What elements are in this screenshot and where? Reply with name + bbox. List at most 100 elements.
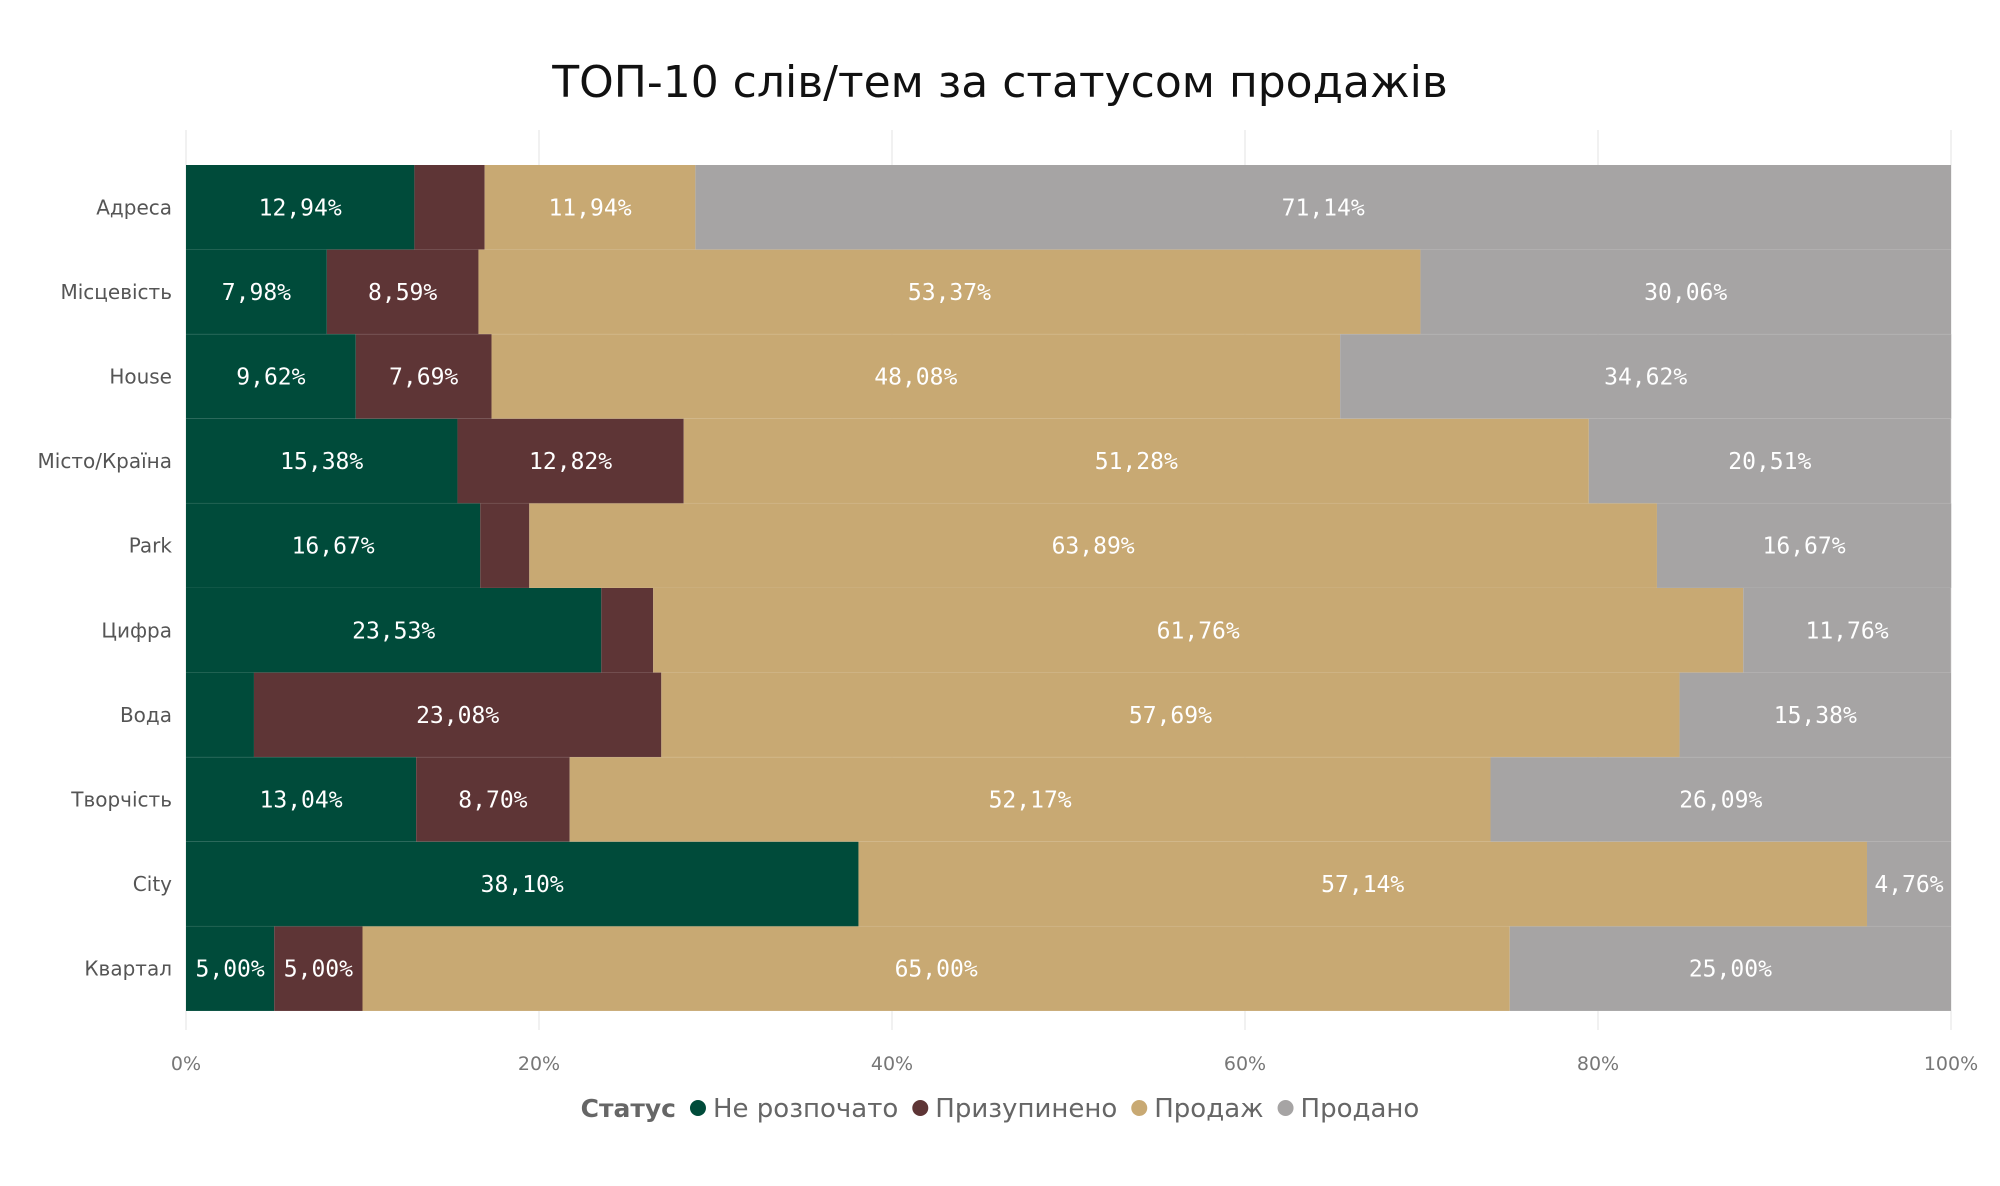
bar-segment (491, 334, 1341, 419)
bar-segment (186, 503, 481, 588)
data-label: 61,76% (1157, 618, 1240, 644)
x-tick-label: 100% (1924, 1053, 1978, 1075)
data-label: 11,94% (548, 195, 631, 221)
category-label: House (109, 365, 172, 389)
bar-segment (326, 249, 479, 335)
data-label: 7,69% (389, 365, 458, 391)
legend-marker (912, 1100, 929, 1116)
data-label: 4,76% (1874, 872, 1943, 898)
legend-title: Статус (581, 1094, 676, 1123)
legend-marker (1277, 1100, 1294, 1116)
x-tick-label: 40% (871, 1053, 913, 1075)
data-label: 30,06% (1644, 280, 1727, 306)
category-label: Квартал (84, 957, 172, 981)
data-label: 7,98% (222, 280, 291, 306)
data-label: 63,89% (1052, 534, 1135, 560)
data-label: 38,10% (481, 872, 564, 898)
data-label: 53,37% (908, 280, 991, 306)
bar-segment (414, 165, 485, 250)
x-axis-ticks: 0% 20% 40% 60% 80% 100% (171, 1053, 1978, 1075)
x-tick-label: 80% (1577, 1053, 1619, 1075)
bar-segment (478, 249, 1421, 335)
bar-segment (186, 249, 327, 335)
data-label: 65,00% (895, 957, 978, 983)
legend: Статус Не розпочато Призупинено Продаж Прода… (581, 1094, 1420, 1124)
x-tick-label: 0% (171, 1053, 201, 1075)
data-label: 15,38% (280, 449, 363, 475)
data-label: 16,67% (1763, 534, 1846, 560)
x-tick-label: 60% (1224, 1053, 1266, 1075)
bar-segment (253, 672, 662, 758)
category-label: Цифра (101, 618, 172, 642)
data-label: 13,04% (260, 788, 343, 814)
bar-segment (529, 503, 1657, 588)
bar-segment (1656, 503, 1952, 588)
bar-segment (601, 588, 654, 673)
category-label: Вода (120, 703, 172, 727)
data-label: 52,17% (989, 788, 1072, 814)
bar-segment (186, 165, 415, 250)
bar-segment (1588, 418, 1951, 504)
bar-segment (683, 418, 1589, 504)
bar-segment (186, 926, 275, 1011)
bar-segment (457, 418, 684, 504)
data-label: 11,76% (1805, 618, 1888, 644)
data-label: 5,00% (196, 957, 265, 983)
data-label: 12,82% (529, 449, 612, 475)
bar-segment (484, 165, 696, 250)
bar-segment (569, 757, 1491, 842)
bar-segment (1743, 588, 1951, 673)
bar-segment (1340, 334, 1952, 419)
data-label: 23,08% (416, 703, 499, 729)
category-labels: Адреса Місцевість House Місто/Країна Park Циф… (38, 195, 173, 980)
bar-segment (416, 757, 570, 842)
category-label: Місцевість (60, 280, 172, 304)
category-label: Місто/Країна (38, 449, 172, 473)
data-label: 34,62% (1604, 365, 1687, 391)
bar-segment (695, 165, 1951, 250)
category-label: Творчість (70, 788, 172, 812)
data-label: 20,51% (1728, 449, 1811, 475)
data-label: 23,53% (352, 618, 435, 644)
bar-segment (186, 672, 254, 758)
bar-segment (661, 672, 1680, 758)
bar-segment (1866, 841, 1951, 927)
data-label: 71,14% (1282, 195, 1365, 221)
category-label: Адреса (96, 195, 172, 219)
data-label: 48,08% (874, 365, 957, 391)
data-label: 15,38% (1774, 703, 1857, 729)
x-tick-label: 20% (518, 1053, 560, 1075)
bar-segment (186, 841, 859, 927)
bar-segment (186, 418, 458, 504)
bars: 12,94% 11,94% 71,14% 7,98% 8,59% 53,37% 30,06%… (186, 165, 1952, 1012)
category-label: Park (129, 534, 173, 558)
bar-segment (480, 503, 530, 588)
legend-label: Призупинено (935, 1094, 1117, 1124)
legend-label: Продаж (1154, 1094, 1263, 1124)
legend-marker (1131, 1100, 1148, 1116)
data-label: 57,69% (1129, 703, 1212, 729)
data-label: 8,59% (368, 280, 437, 306)
bar-segment (186, 757, 417, 842)
bar-segment (186, 588, 602, 673)
data-label: 16,67% (292, 534, 375, 560)
data-label: 51,28% (1095, 449, 1178, 475)
bar-segment (274, 926, 363, 1011)
data-label: 8,70% (458, 788, 527, 814)
bar-segment (186, 334, 356, 419)
bar-segment (1490, 757, 1951, 842)
data-label: 25,00% (1689, 957, 1772, 983)
legend-label: Продано (1301, 1094, 1420, 1124)
bar-segment (355, 334, 492, 419)
bar-segment (1509, 926, 1951, 1011)
category-label: City (133, 872, 172, 896)
bar-segment (858, 841, 1867, 927)
legend-label: Не розпочато (713, 1094, 898, 1124)
bar-segment (1420, 249, 1951, 335)
chart-title: ТОП-10 слів/тем за статусом продажів (551, 57, 1448, 108)
data-label: 57,14% (1321, 872, 1404, 898)
data-label: 26,09% (1679, 788, 1762, 814)
legend-marker (689, 1100, 706, 1116)
bar-segment (653, 588, 1744, 673)
